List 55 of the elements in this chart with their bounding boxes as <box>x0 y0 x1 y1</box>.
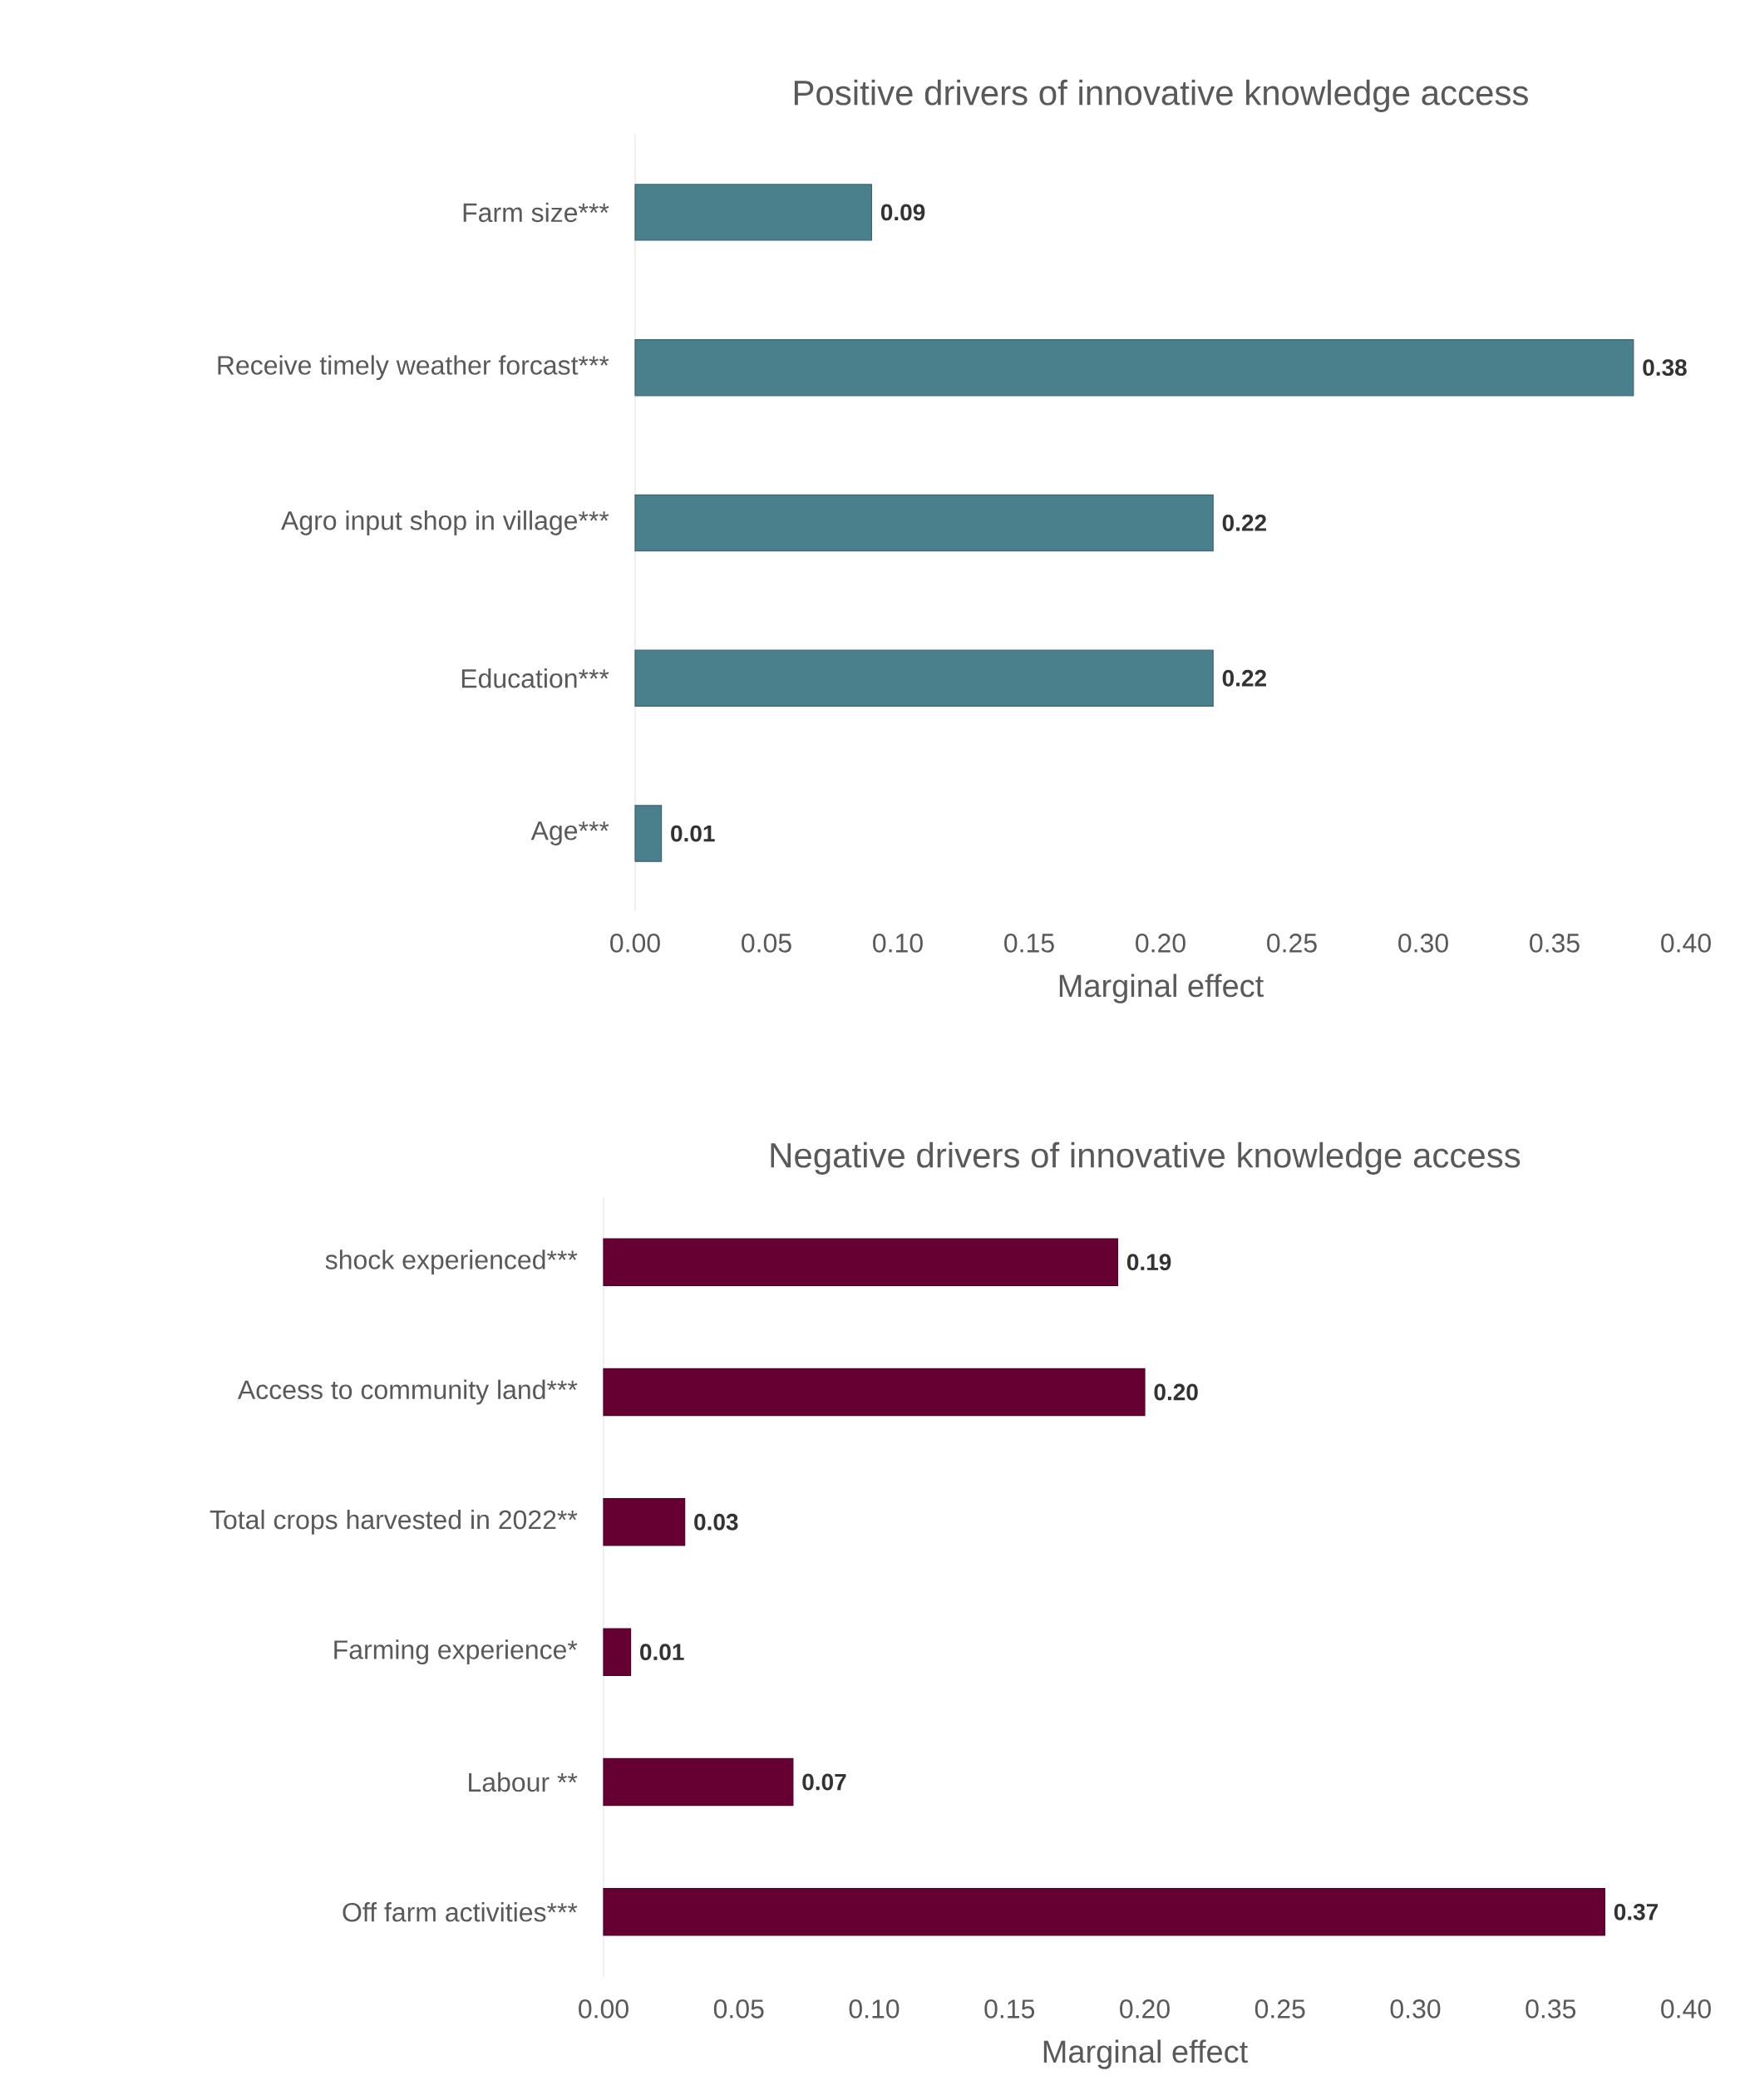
bar <box>603 1498 686 1546</box>
bar <box>603 1368 1146 1417</box>
y-tick-label: Farm size*** <box>463 202 609 223</box>
y-tick-label: shock experienced*** <box>325 1250 578 1275</box>
bar <box>634 338 1634 397</box>
data-label: 0.01 <box>640 1644 684 1661</box>
data-label: 0.22 <box>1222 669 1266 687</box>
data-label: 0.03 <box>694 1513 738 1531</box>
x-tick-label: 0.00 <box>579 1999 628 2019</box>
x-tick-label: 0.05 <box>742 934 791 953</box>
x-tick-label: 0.20 <box>1136 934 1185 953</box>
y-tick-label: Total crops harvested in 2022** <box>209 1509 578 1535</box>
bar <box>634 805 663 862</box>
x-tick-label: 0.25 <box>1267 934 1317 953</box>
bar <box>634 184 873 241</box>
x-tick-label: 0.40 <box>1661 1999 1711 2019</box>
bar <box>634 649 1214 707</box>
y-tick-label: Agro input shop in village*** <box>281 510 609 535</box>
x-tick-label: 0.25 <box>1254 1999 1305 2019</box>
x-tick-label: 0.15 <box>984 1999 1035 2019</box>
data-label: 0.20 <box>1154 1383 1198 1401</box>
data-label: 0.38 <box>1643 359 1687 377</box>
y-tick-label: Education*** <box>461 668 609 688</box>
data-label: 0.37 <box>1614 1903 1659 1920</box>
data-label: 0.19 <box>1126 1254 1171 1271</box>
y-tick-label: Age*** <box>530 821 609 845</box>
x-tick-label: 0.15 <box>1004 934 1054 953</box>
bar <box>603 1888 1605 1936</box>
data-label: 0.07 <box>802 1773 846 1791</box>
x-tick-label: 0.05 <box>713 1999 764 2019</box>
bar <box>603 1757 794 1807</box>
x-tick-label: 0.40 <box>1661 934 1711 953</box>
data-label: 0.01 <box>671 825 715 842</box>
y-tick-label: Receive timely weather forcast*** <box>218 355 609 381</box>
y-tick-label: Farming experience* <box>334 1639 578 1665</box>
x-tick-label: 0.35 <box>1530 934 1580 953</box>
bar <box>603 1628 632 1676</box>
bar <box>603 1238 1119 1286</box>
x-tick-label: 0.10 <box>873 934 923 953</box>
y-tick-label: Labour ** <box>469 1772 578 1792</box>
x-axis-title: Marginal effect <box>1043 2039 1248 2069</box>
data-label: 0.09 <box>880 204 925 221</box>
x-tick-label: 0.30 <box>1398 934 1448 953</box>
x-tick-label: 0.00 <box>610 934 660 953</box>
x-tick-label: 0.10 <box>849 1999 900 2019</box>
data-label: 0.22 <box>1222 515 1266 531</box>
y-tick-label: Off farm activities*** <box>343 1902 578 1922</box>
x-tick-label: 0.20 <box>1120 1999 1170 2019</box>
y-tick-label: Access to community land*** <box>237 1379 578 1405</box>
chart-title: Positive drivers of innovative knowledge access <box>794 79 1528 112</box>
x-axis-title: Marginal effect <box>1059 974 1264 1003</box>
x-tick-label: 0.35 <box>1526 1999 1576 2019</box>
bar <box>634 494 1214 552</box>
chart-title: Negative drivers of innovative knowledge access <box>771 1141 1521 1175</box>
x-tick-label: 0.30 <box>1390 1999 1441 2019</box>
